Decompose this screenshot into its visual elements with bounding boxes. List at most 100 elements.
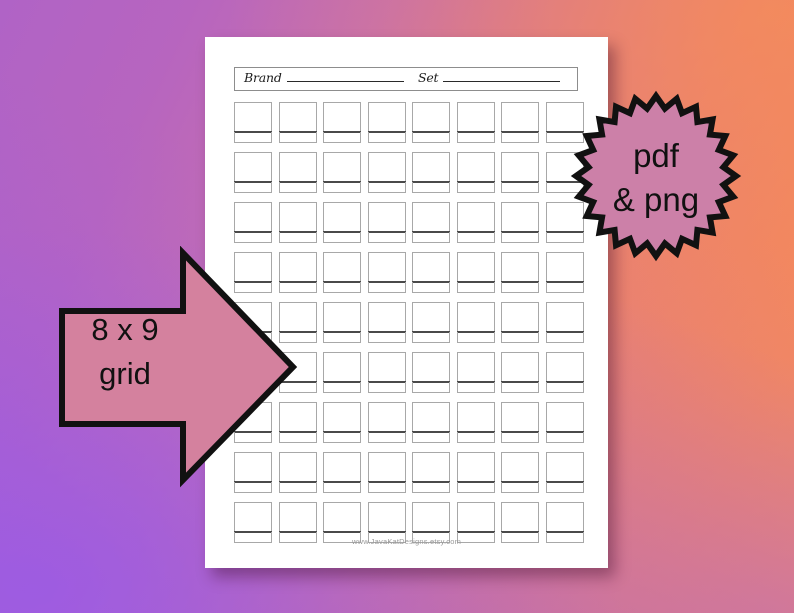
label-cell[interactable] [456,402,495,443]
label-cell[interactable] [367,302,406,343]
label-cell[interactable] [456,102,495,143]
label-cell[interactable] [323,202,361,243]
label-cell[interactable] [323,152,361,193]
label-cell-main-box [323,152,361,182]
label-cell-divider [501,281,539,283]
label-cell[interactable] [323,252,361,293]
label-cell-main-box [278,202,317,232]
label-cell[interactable] [412,152,450,193]
label-cell-divider [456,231,495,233]
label-cell[interactable] [412,102,450,143]
label-cell-divider [545,181,584,183]
label-cell[interactable] [234,502,272,543]
label-cell-caption-box [234,232,272,243]
label-cell-main-box [323,352,361,382]
label-cell[interactable] [545,102,584,143]
label-cell-caption-box [501,432,539,443]
label-cell[interactable] [545,252,584,293]
label-cell-divider [323,481,361,483]
label-cell-main-box [545,302,584,332]
label-cell[interactable] [367,452,406,493]
label-cell[interactable] [501,402,539,443]
label-cell[interactable] [367,352,406,393]
label-cell[interactable] [501,352,539,393]
label-cell[interactable] [323,402,361,443]
label-cell-main-box [412,502,450,532]
label-cell[interactable] [278,202,317,243]
label-cell[interactable] [234,152,272,193]
label-cell[interactable] [412,502,450,543]
label-cell-main-box [323,202,361,232]
brand-field[interactable]: Brand [244,70,404,85]
label-cell[interactable] [545,452,584,493]
label-cell[interactable] [278,152,317,193]
label-cell[interactable] [412,302,450,343]
label-cell[interactable] [456,252,495,293]
label-cell-caption-box [367,482,406,493]
label-cell-caption-box [412,282,450,293]
label-cell[interactable] [456,452,495,493]
label-cell-caption-box [278,382,317,393]
label-cell[interactable] [234,452,272,493]
label-cell[interactable] [501,202,539,243]
label-cell[interactable] [278,252,317,293]
label-cell[interactable] [456,152,495,193]
label-cell-divider [323,381,361,383]
label-cell[interactable] [234,102,272,143]
label-cell[interactable] [545,502,584,543]
label-cell[interactable] [412,402,450,443]
label-cell[interactable] [323,452,361,493]
label-cell[interactable] [412,252,450,293]
label-cell[interactable] [367,152,406,193]
label-cell-divider [545,131,584,133]
label-cell[interactable] [323,502,361,543]
label-cell[interactable] [278,452,317,493]
label-cell[interactable] [412,352,450,393]
label-cell[interactable] [323,102,361,143]
label-cell-divider [234,531,272,533]
label-cell-caption-box [323,482,361,493]
label-cell[interactable] [545,302,584,343]
label-cell[interactable] [367,502,406,543]
label-cell-caption-box [456,232,495,243]
label-cell[interactable] [234,252,272,293]
label-cell[interactable] [545,352,584,393]
label-cell[interactable] [412,452,450,493]
label-cell-caption-box [412,482,450,493]
label-cell-caption-box [501,182,539,193]
label-cell[interactable] [501,102,539,143]
label-cell-caption-box [278,232,317,243]
label-cell[interactable] [367,252,406,293]
label-cell[interactable] [278,502,317,543]
label-cell[interactable] [367,102,406,143]
label-cell-divider [323,131,361,133]
label-cell[interactable] [501,452,539,493]
label-cell-divider [501,231,539,233]
label-cell[interactable] [278,102,317,143]
label-cell[interactable] [456,502,495,543]
label-cell-divider [278,481,317,483]
label-cell[interactable] [501,252,539,293]
label-cell-divider [412,431,450,433]
label-cell-divider [323,231,361,233]
label-cell[interactable] [278,302,317,343]
label-cell[interactable] [545,402,584,443]
set-field[interactable]: Set [418,70,561,85]
label-cell[interactable] [323,352,361,393]
label-cell[interactable] [456,352,495,393]
label-cell-main-box [234,502,272,532]
label-cell[interactable] [367,402,406,443]
label-cell[interactable] [367,202,406,243]
label-cell[interactable] [456,302,495,343]
label-cell[interactable] [278,402,317,443]
label-cell-caption-box [545,432,584,443]
label-cell[interactable] [234,202,272,243]
label-cell[interactable] [456,202,495,243]
label-cell[interactable] [501,152,539,193]
label-cell-divider [456,481,495,483]
label-cell-main-box [323,102,361,132]
label-cell[interactable] [323,302,361,343]
label-cell[interactable] [412,202,450,243]
label-cell[interactable] [501,502,539,543]
label-cell[interactable] [501,302,539,343]
